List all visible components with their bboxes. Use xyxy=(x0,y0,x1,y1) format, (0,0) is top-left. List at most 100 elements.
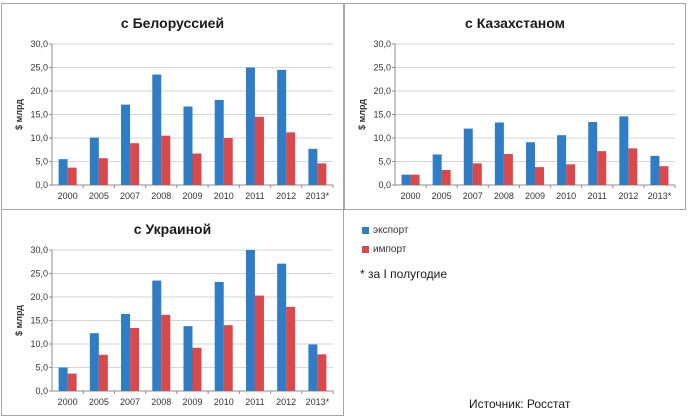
bar-export xyxy=(588,122,598,185)
bar-export xyxy=(183,106,193,185)
y-tick-label: 30,0 xyxy=(30,39,48,49)
x-tick-label: 2012 xyxy=(618,191,638,201)
x-tick-label: 2010 xyxy=(214,191,234,201)
y-tick-label: 25,0 xyxy=(30,63,48,73)
chart-panel-kazakhstan: с Казахстаном 0,0 5,0 10,0 15,0 20,0 25,0 30,0 $… xyxy=(344,3,686,210)
bar-import xyxy=(254,295,264,391)
bar-export xyxy=(89,333,99,391)
x-tick-label: 2013* xyxy=(306,191,330,201)
y-axis-label: $ млрд xyxy=(14,305,24,336)
legend-export: экспорт xyxy=(362,225,409,236)
bar-import xyxy=(317,163,327,185)
legend-export-swatch xyxy=(362,227,369,234)
chart-svg: с Украиной 0,0 5,0 10,0 15,0 20,0 25,0 30,0 $ мл… xyxy=(14,221,334,407)
x-tick-label: 2008 xyxy=(151,191,171,201)
y-tick-label: 30,0 xyxy=(373,39,391,49)
x-tick-label: 2000 xyxy=(401,191,421,201)
bar-import xyxy=(67,373,77,391)
x-tick-label: 2013* xyxy=(648,191,672,201)
y-tick-label: 25,0 xyxy=(30,269,48,279)
bar-import xyxy=(130,328,140,391)
y-tick-label: 15,0 xyxy=(373,110,391,120)
bar-export xyxy=(214,281,224,391)
bar-export xyxy=(277,69,287,185)
bar-import xyxy=(410,174,420,185)
bar-import xyxy=(535,167,544,185)
bar-export xyxy=(214,99,224,185)
bar-export xyxy=(152,74,162,185)
x-tick-label: 2007 xyxy=(120,397,140,407)
bar-import xyxy=(161,314,171,391)
bar-import xyxy=(223,325,233,391)
bar-export xyxy=(463,128,473,185)
y-tick-label: 5,0 xyxy=(378,157,391,167)
legend-import: импорт xyxy=(362,244,406,255)
chart-title: с Белоруссией xyxy=(121,15,224,31)
bar-import xyxy=(98,158,108,185)
x-tick-label: 2011 xyxy=(245,191,264,201)
y-tick-label: 25,0 xyxy=(373,63,391,73)
bar-export xyxy=(245,250,255,391)
bar-export xyxy=(526,142,535,185)
bar-import xyxy=(223,138,233,185)
bar-import xyxy=(286,132,296,185)
legend-export-label: экспорт xyxy=(373,225,409,236)
chart-svg: с Белоруссией 0,0 5,0 10,0 15,0 20,0 25,0 30,0 $… xyxy=(14,15,334,201)
x-tick-label: 2005 xyxy=(89,191,109,201)
bar-import xyxy=(67,167,77,185)
source-note: Источник: Росстат xyxy=(469,397,571,411)
bar-import xyxy=(503,153,513,185)
y-tick-label: 0,0 xyxy=(378,180,391,190)
x-tick-label: 2009 xyxy=(182,191,202,201)
x-tick-label: 2009 xyxy=(525,191,545,201)
y-tick-label: 5,0 xyxy=(35,157,48,167)
bar-export xyxy=(432,154,442,185)
bar-import xyxy=(192,153,202,185)
x-tick-label: 2012 xyxy=(276,191,296,201)
chart-title: с Украиной xyxy=(134,221,211,237)
bar-import xyxy=(161,135,171,185)
bar-export xyxy=(58,159,68,185)
y-tick-label: 5,0 xyxy=(35,363,48,373)
chart-svg: с Казахстаном 0,0 5,0 10,0 15,0 20,0 25,0 30,0 $… xyxy=(357,15,676,201)
y-tick-label: 10,0 xyxy=(30,133,48,143)
x-tick-label: 2011 xyxy=(245,397,264,407)
x-tick-label: 2007 xyxy=(120,191,140,201)
bar-export xyxy=(152,280,162,391)
bar-import xyxy=(659,166,669,185)
bar-export xyxy=(245,67,255,185)
chart-panel-ukraine: с Украиной 0,0 5,0 10,0 15,0 20,0 25,0 30,0 $ мл… xyxy=(1,209,344,416)
bar-import xyxy=(286,306,296,391)
bar-import xyxy=(130,143,140,185)
y-tick-label: 20,0 xyxy=(30,86,48,96)
chart-panel-belarus: с Белоруссией 0,0 5,0 10,0 15,0 20,0 25,0 30,0 $… xyxy=(1,3,344,210)
bar-export xyxy=(619,116,629,185)
y-tick-label: 10,0 xyxy=(373,133,391,143)
bar-export xyxy=(121,104,131,185)
x-tick-label: 2011 xyxy=(588,191,607,201)
y-tick-label: 20,0 xyxy=(373,86,391,96)
y-axis-label: $ млрд xyxy=(357,99,367,130)
bar-import xyxy=(441,169,451,185)
bar-import xyxy=(597,151,607,185)
bar-import xyxy=(98,354,108,391)
bar-import xyxy=(472,163,482,185)
y-tick-label: 10,0 xyxy=(30,339,48,349)
legend-import-label: импорт xyxy=(373,244,407,255)
bar-import xyxy=(192,347,202,391)
y-tick-label: 0,0 xyxy=(35,386,48,396)
x-tick-label: 2013* xyxy=(306,397,330,407)
x-tick-label: 2010 xyxy=(214,397,234,407)
x-tick-label: 2008 xyxy=(151,397,171,407)
y-tick-label: 15,0 xyxy=(30,316,48,326)
bar-import xyxy=(566,164,576,185)
bar-export xyxy=(401,174,411,185)
bar-export xyxy=(557,135,567,185)
bar-export xyxy=(277,263,287,391)
y-tick-label: 20,0 xyxy=(30,292,48,302)
x-tick-label: 2005 xyxy=(432,191,452,201)
bar-export xyxy=(650,155,660,185)
bar-export xyxy=(494,122,504,185)
bar-import xyxy=(254,116,264,185)
x-tick-label: 2008 xyxy=(494,191,514,201)
